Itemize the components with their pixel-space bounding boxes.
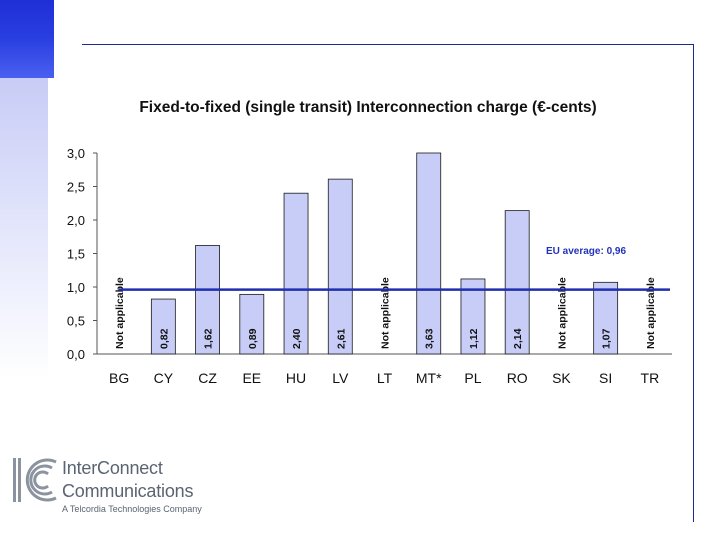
bar <box>504 210 530 355</box>
bar <box>239 293 265 355</box>
bar-value-label: 2,40 <box>291 328 303 349</box>
x-tick-label: CY <box>154 370 174 386</box>
x-tick-label: PL <box>464 370 481 386</box>
bar-value-label: Not applicable <box>380 277 392 349</box>
bar-value-label: 2,14 <box>512 328 524 349</box>
logo-text-line1: InterConnect <box>62 458 163 478</box>
x-tick-label: MT* <box>416 370 442 386</box>
bar <box>327 178 353 355</box>
y-tick-label: 0,5 <box>67 314 85 329</box>
x-tick-label: SI <box>599 370 612 386</box>
logo-text-tagline: A Telcordia Technologies Company <box>62 504 202 514</box>
x-tick-label: TR <box>641 370 660 386</box>
bar-value-label: Not applicable <box>114 277 126 349</box>
x-tick-label: EE <box>242 370 261 386</box>
bar <box>283 192 309 355</box>
y-tick-label: 3,0 <box>67 146 85 161</box>
bar-value-label: 1,12 <box>468 328 480 349</box>
logo-text-line2: Communications <box>62 481 194 501</box>
x-tick-label: HU <box>286 370 306 386</box>
bar <box>593 281 619 355</box>
bar <box>416 152 442 355</box>
y-tick-label: 2,0 <box>67 213 85 228</box>
right-rule <box>693 44 694 522</box>
bar-value-label: Not applicable <box>556 277 568 349</box>
company-logo-icon <box>13 458 57 502</box>
decorative-blue-bar <box>0 0 54 78</box>
y-tick-label: 1,5 <box>67 247 85 262</box>
bar-value-label: Not applicable <box>645 277 657 349</box>
bar-value-label: 1,62 <box>203 328 215 349</box>
x-tick-label: CZ <box>198 370 217 386</box>
bar-value-label: 2,61 <box>335 328 347 349</box>
top-rule <box>82 44 694 45</box>
decorative-blue-fade <box>0 78 48 378</box>
bar-value-label: 3,63 <box>424 328 436 349</box>
bar-value-label: 0,89 <box>247 328 259 349</box>
x-tick-label: LV <box>332 370 349 386</box>
y-tick-label: 1,0 <box>67 280 85 295</box>
x-tick-label: LT <box>377 370 393 386</box>
bar-value-label: 0,82 <box>158 328 170 349</box>
x-tick-label: RO <box>507 370 528 386</box>
y-tick-label: 0,0 <box>67 347 85 362</box>
bar <box>150 298 176 355</box>
bar-value-label: 1,07 <box>601 328 613 349</box>
y-tick-label: 2,5 <box>67 180 85 195</box>
x-tick-label: BG <box>109 370 129 386</box>
bar <box>460 278 486 355</box>
x-tick-label: SK <box>552 370 571 386</box>
chart-title: Fixed-to-fixed (single transit) Intercon… <box>139 99 596 116</box>
average-label: EU average: 0,96 <box>546 246 626 257</box>
bar <box>195 245 220 355</box>
